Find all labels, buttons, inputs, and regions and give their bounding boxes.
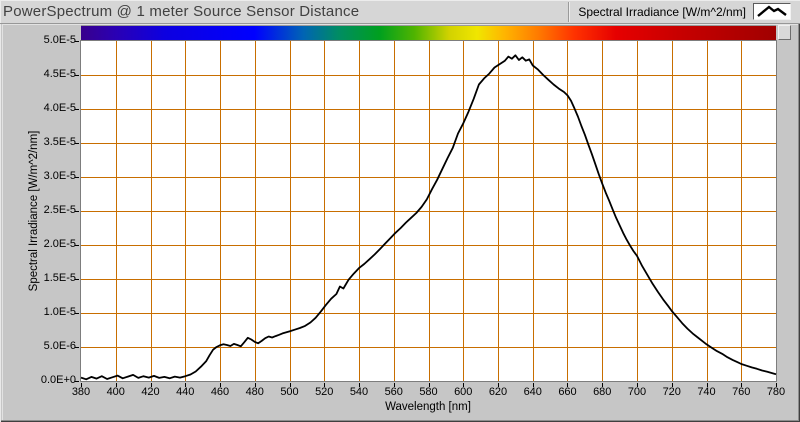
color-ramp-endcap <box>778 25 791 40</box>
x-tick-label: 560 <box>384 386 403 398</box>
y-tick-label: 1.0E-5 <box>43 306 76 318</box>
x-axis-title: Wavelength [nm] <box>385 401 471 413</box>
x-tick-label: 520 <box>315 386 334 398</box>
x-tick-label: 700 <box>627 386 647 398</box>
x-tick-label: 740 <box>697 386 716 398</box>
y-tick-label: 4.0E-5 <box>43 102 76 114</box>
x-tick-label: 460 <box>210 386 230 398</box>
x-tick-label: 660 <box>558 386 577 398</box>
y-tick-label: 2.0E-5 <box>43 238 76 250</box>
plot-area[interactable] <box>75 40 777 387</box>
window-title: PowerSpectrum @ 1 meter Source Sensor Di… <box>3 3 360 20</box>
x-tick-label: 640 <box>523 386 542 398</box>
legend-label: Spectral Irradiance [W/m^2/nm] <box>578 4 746 19</box>
x-tick-label: 600 <box>454 386 473 398</box>
x-tick-label: 480 <box>245 386 264 398</box>
y-tick-label: 2.5E-5 <box>43 204 76 216</box>
x-tick-label: 380 <box>71 386 91 398</box>
x-tick-label: 580 <box>419 386 438 398</box>
x-tick-label: 500 <box>280 386 299 398</box>
y-tick-label: 3.0E-5 <box>43 170 76 182</box>
x-tick-label: 420 <box>141 386 160 398</box>
x-tick-label: 540 <box>349 386 369 398</box>
x-tick-label: 680 <box>593 386 612 398</box>
plot-canvas <box>75 41 777 387</box>
curve-glyph <box>757 5 787 17</box>
x-tick-label: 780 <box>766 386 786 398</box>
x-tick-label: 440 <box>176 386 195 398</box>
y-tick-label: 3.5E-5 <box>43 136 76 148</box>
legend-divider <box>568 1 571 22</box>
line-plot-peak-icon[interactable] <box>753 3 791 20</box>
x-tick-label: 760 <box>732 386 751 398</box>
y-tick-label: 4.5E-5 <box>43 68 76 80</box>
spectral-irradiance-curve <box>80 54 777 381</box>
wavelength-color-ramp <box>81 25 776 40</box>
plot-legend[interactable]: Spectral Irradiance [W/m^2/nm] <box>568 1 791 22</box>
y-tick-label: 1.5E-5 <box>43 272 76 284</box>
y-tick-label: 0.0E+0 <box>40 374 76 386</box>
x-tick-label: 620 <box>488 386 508 398</box>
titlebar: PowerSpectrum @ 1 meter Source Sensor Di… <box>0 0 800 24</box>
y-tick-label: 5.0E-6 <box>43 340 76 352</box>
x-tick-label: 400 <box>106 386 125 398</box>
x-tick-label: 720 <box>662 386 681 398</box>
y-tick-label: 5.0E-5 <box>43 34 76 46</box>
